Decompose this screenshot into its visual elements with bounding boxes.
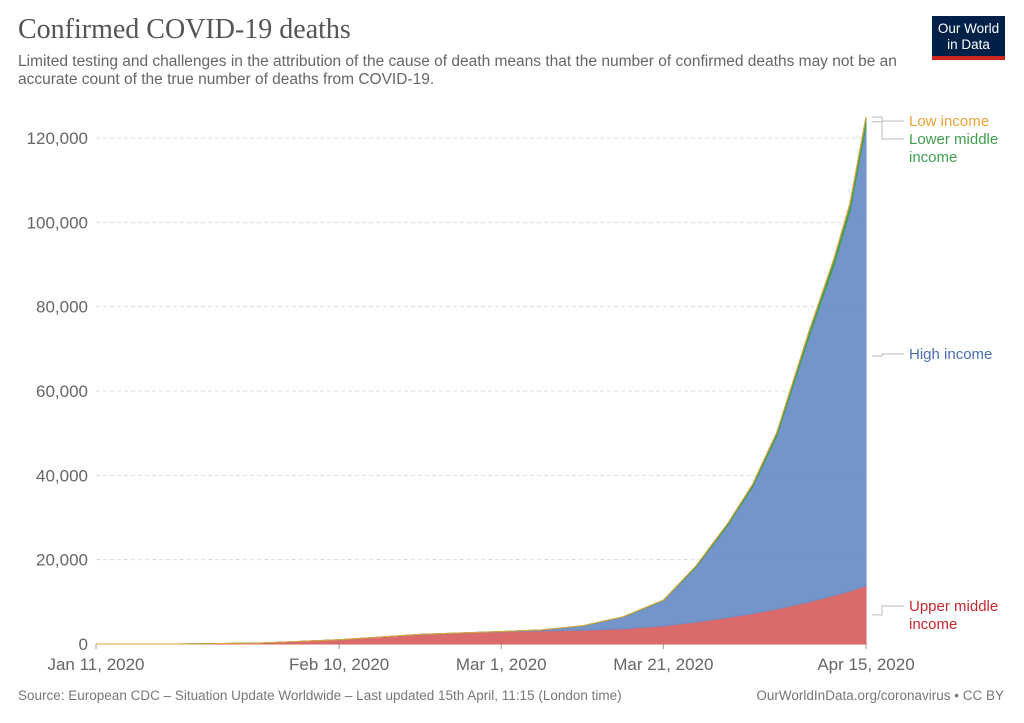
credit-link[interactable]: OurWorldInData.org/coronavirus • CC BY bbox=[756, 688, 1004, 703]
series-label: income bbox=[909, 616, 957, 633]
label-leader-line bbox=[872, 353, 904, 357]
area-high-income bbox=[95, 126, 867, 645]
x-tick-label: Apr 15, 2020 bbox=[817, 655, 914, 674]
label-leader-line bbox=[872, 116, 904, 122]
y-tick-label: 120,000 bbox=[27, 129, 88, 148]
series-label: Upper middle bbox=[909, 598, 998, 615]
y-tick-label: 100,000 bbox=[27, 213, 88, 232]
chart-subtitle: Limited testing and challenges in the at… bbox=[18, 53, 897, 88]
series-label: Low income bbox=[909, 113, 989, 130]
x-tick-label: Feb 10, 2020 bbox=[289, 655, 389, 674]
label-leader-line bbox=[872, 121, 904, 140]
source-note: Source: European CDC – Situation Update … bbox=[18, 688, 622, 703]
logo-line1: Our World bbox=[937, 21, 1000, 36]
y-tick-label: 60,000 bbox=[36, 382, 88, 401]
area-low-income bbox=[95, 116, 867, 645]
chart-title: Confirmed COVID-19 deaths bbox=[18, 14, 351, 45]
owid-logo[interactable]: Our World in Data bbox=[932, 16, 1005, 60]
y-tick-label: 0 bbox=[79, 635, 88, 654]
x-tick-label: Jan 11, 2020 bbox=[47, 655, 144, 674]
y-tick-label: 20,000 bbox=[36, 551, 88, 570]
x-tick-label: Mar 1, 2020 bbox=[456, 655, 547, 674]
series-label: income bbox=[909, 149, 957, 166]
y-tick-label: 40,000 bbox=[36, 466, 88, 485]
y-tick-label: 80,000 bbox=[36, 298, 88, 317]
series-label: High income bbox=[909, 346, 992, 363]
logo-line2: in Data bbox=[947, 37, 990, 52]
x-tick-label: Mar 21, 2020 bbox=[613, 655, 713, 674]
series-label: Lower middle bbox=[909, 131, 998, 148]
label-leader-line bbox=[872, 605, 904, 616]
